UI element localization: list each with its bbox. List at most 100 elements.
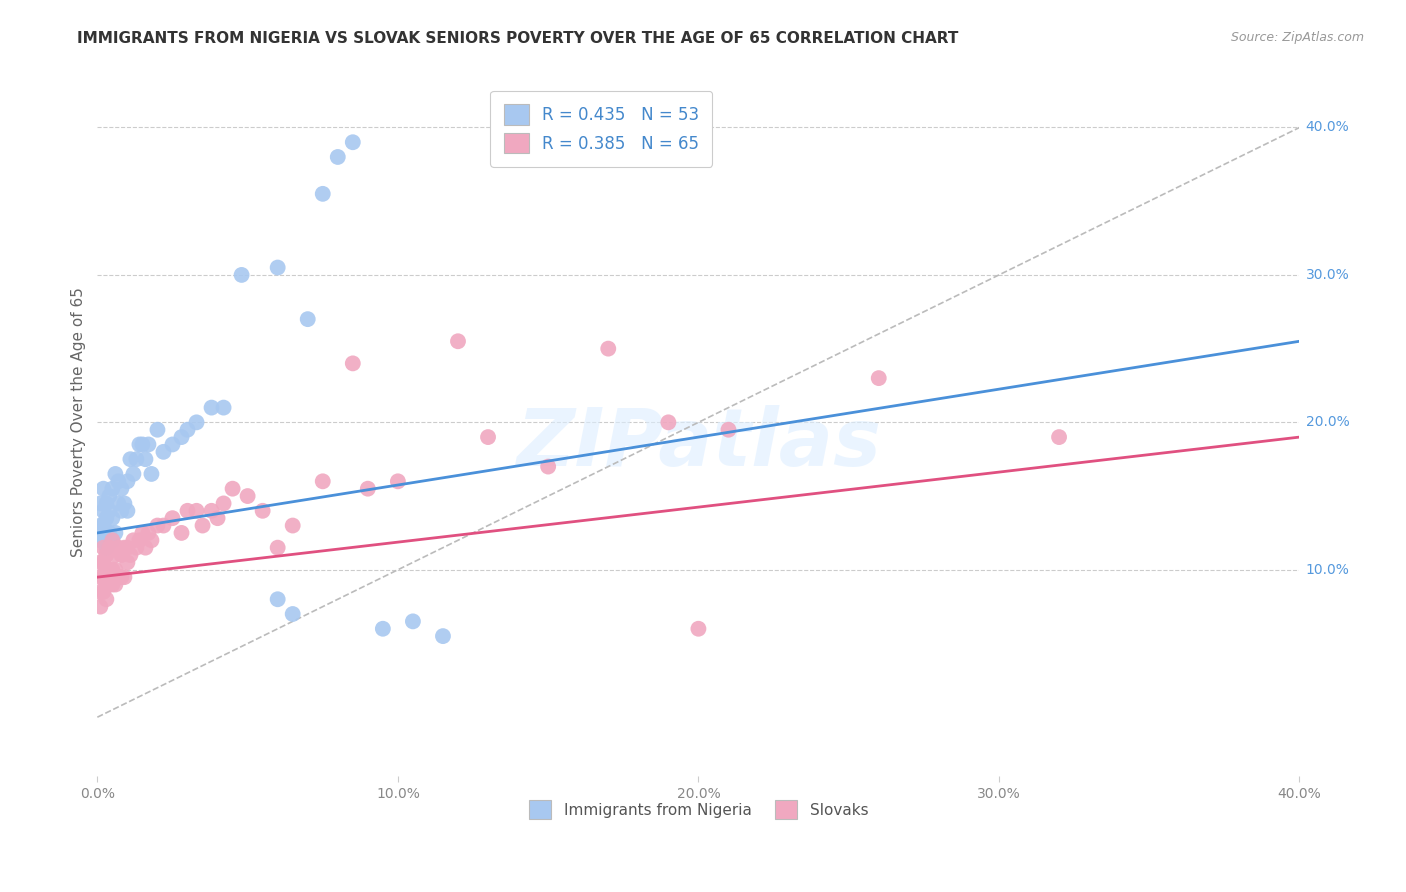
Point — [141, 467, 163, 481]
Point — [93, 555, 115, 569]
Point — [312, 475, 335, 489]
Text: 40.0%: 40.0% — [1306, 120, 1350, 135]
Point — [387, 475, 409, 489]
Point — [98, 525, 121, 540]
Point — [89, 533, 111, 548]
Point — [112, 541, 135, 555]
Point — [93, 518, 115, 533]
Point — [176, 504, 198, 518]
Point — [117, 504, 139, 518]
Point — [104, 467, 127, 481]
Point — [89, 599, 111, 614]
Point — [207, 511, 229, 525]
Text: 20.0%: 20.0% — [1306, 416, 1350, 429]
Point — [104, 548, 127, 562]
Text: 30.0%: 30.0% — [1306, 268, 1350, 282]
Point — [98, 577, 121, 591]
Point — [89, 570, 111, 584]
Point — [200, 504, 222, 518]
Point — [101, 511, 124, 525]
Point — [191, 518, 214, 533]
Point — [212, 496, 235, 510]
Point — [598, 342, 620, 356]
Point — [231, 268, 253, 282]
Point — [281, 518, 304, 533]
Point — [98, 489, 121, 503]
Point — [162, 437, 184, 451]
Point — [120, 548, 142, 562]
Text: 10.0%: 10.0% — [1306, 563, 1350, 577]
Point — [266, 592, 288, 607]
Point — [186, 504, 208, 518]
Point — [112, 570, 135, 584]
Point — [342, 135, 364, 149]
Point — [93, 585, 115, 599]
Point — [138, 525, 160, 540]
Point — [96, 592, 118, 607]
Point — [96, 563, 118, 577]
Point — [297, 312, 319, 326]
Point — [89, 496, 111, 510]
Point — [101, 482, 124, 496]
Point — [93, 482, 115, 496]
Point — [104, 563, 127, 577]
Point — [110, 570, 132, 584]
Point — [141, 533, 163, 548]
Point — [1047, 430, 1070, 444]
Point — [868, 371, 890, 385]
Point — [96, 577, 118, 591]
Point — [170, 525, 193, 540]
Point — [152, 518, 174, 533]
Point — [128, 437, 150, 451]
Point — [131, 437, 153, 451]
Point — [93, 533, 115, 548]
Point — [112, 496, 135, 510]
Point — [657, 415, 679, 429]
Point — [688, 622, 710, 636]
Point — [342, 356, 364, 370]
Point — [125, 541, 148, 555]
Point — [221, 482, 243, 496]
Text: Source: ZipAtlas.com: Source: ZipAtlas.com — [1230, 31, 1364, 45]
Point — [266, 260, 288, 275]
Point — [402, 615, 425, 629]
Point — [326, 150, 349, 164]
Point — [98, 563, 121, 577]
Point — [138, 437, 160, 451]
Point — [162, 511, 184, 525]
Point — [125, 452, 148, 467]
Point — [110, 482, 132, 496]
Point — [98, 504, 121, 518]
Point — [117, 475, 139, 489]
Point — [107, 570, 129, 584]
Point — [170, 430, 193, 444]
Point — [212, 401, 235, 415]
Point — [93, 504, 115, 518]
Point — [717, 423, 740, 437]
Point — [96, 541, 118, 555]
Point — [107, 496, 129, 510]
Point — [96, 548, 118, 562]
Point — [104, 577, 127, 591]
Point — [131, 525, 153, 540]
Point — [110, 548, 132, 562]
Point — [186, 415, 208, 429]
Point — [98, 541, 121, 555]
Point — [93, 541, 115, 555]
Point — [447, 334, 470, 349]
Point — [176, 423, 198, 437]
Point — [537, 459, 560, 474]
Text: IMMIGRANTS FROM NIGERIA VS SLOVAK SENIORS POVERTY OVER THE AGE OF 65 CORRELATION: IMMIGRANTS FROM NIGERIA VS SLOVAK SENIOR… — [77, 31, 959, 46]
Point — [128, 533, 150, 548]
Point — [96, 496, 118, 510]
Point — [101, 533, 124, 548]
Point — [281, 607, 304, 621]
Point — [252, 504, 274, 518]
Point — [312, 186, 335, 201]
Point — [152, 445, 174, 459]
Point — [96, 511, 118, 525]
Legend: Immigrants from Nigeria, Slovaks: Immigrants from Nigeria, Slovaks — [523, 794, 875, 825]
Point — [107, 541, 129, 555]
Point — [107, 475, 129, 489]
Point — [432, 629, 454, 643]
